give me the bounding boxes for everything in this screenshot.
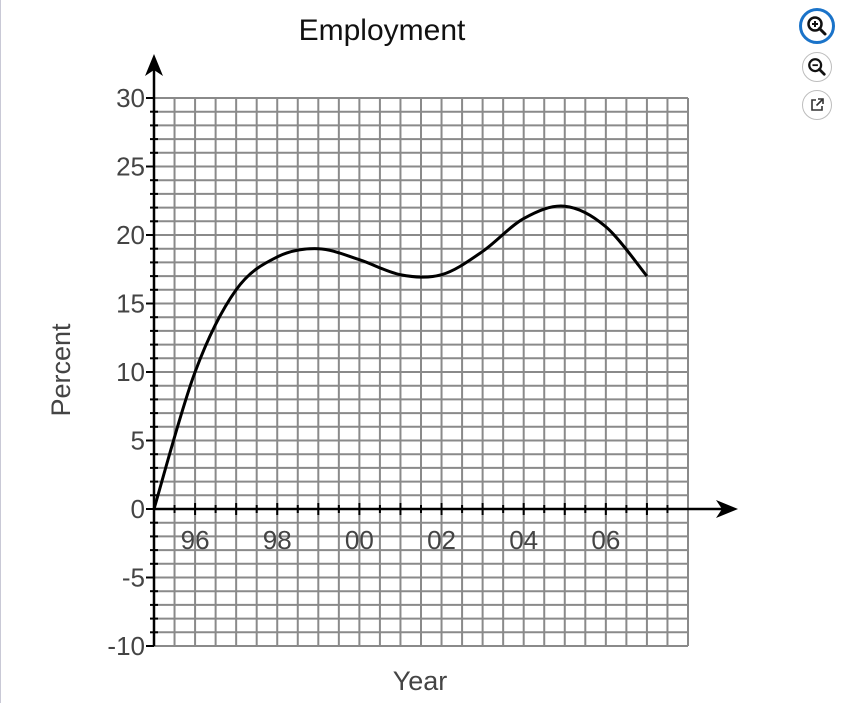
x-tick-label: 98 xyxy=(263,525,292,555)
zoom-in-icon xyxy=(807,16,827,36)
x-tick-label: 02 xyxy=(427,525,456,555)
y-tick-label: -5 xyxy=(122,563,145,593)
y-axis-arrow xyxy=(145,54,163,76)
y-ticks: 30 25 20 15 10 5 0 -5 -10 xyxy=(107,83,158,661)
y-axis-title: Percent xyxy=(46,323,76,417)
y-tick-label: 25 xyxy=(116,152,145,182)
x-axis-arrow xyxy=(716,500,738,518)
zoom-in-button[interactable] xyxy=(799,8,835,44)
y-tick-label: 30 xyxy=(116,83,145,113)
y-tick-label: 0 xyxy=(131,494,145,524)
y-tick-label: 15 xyxy=(116,289,145,319)
chart-title: Employment xyxy=(299,14,466,47)
x-axis-title: Year xyxy=(393,666,448,696)
popout-button[interactable] xyxy=(802,90,832,120)
external-link-icon xyxy=(811,98,824,111)
y-tick-label: 10 xyxy=(116,357,145,387)
x-tick-label: 04 xyxy=(509,525,538,555)
zoom-out-button[interactable] xyxy=(802,52,832,82)
grid xyxy=(154,97,689,647)
y-tick-label: 20 xyxy=(116,220,145,250)
x-tick-label: 00 xyxy=(345,525,374,555)
x-ticks: 96 98 00 02 04 06 xyxy=(173,503,669,555)
zoom-out-icon xyxy=(808,58,826,76)
x-tick-label: 96 xyxy=(181,525,210,555)
y-tick-label: -10 xyxy=(107,631,145,661)
y-tick-label: 5 xyxy=(131,426,145,456)
series-line xyxy=(152,204,649,510)
x-tick-label: 06 xyxy=(591,525,620,555)
graph-toolbar xyxy=(797,8,837,120)
page-left-border xyxy=(0,0,1,703)
